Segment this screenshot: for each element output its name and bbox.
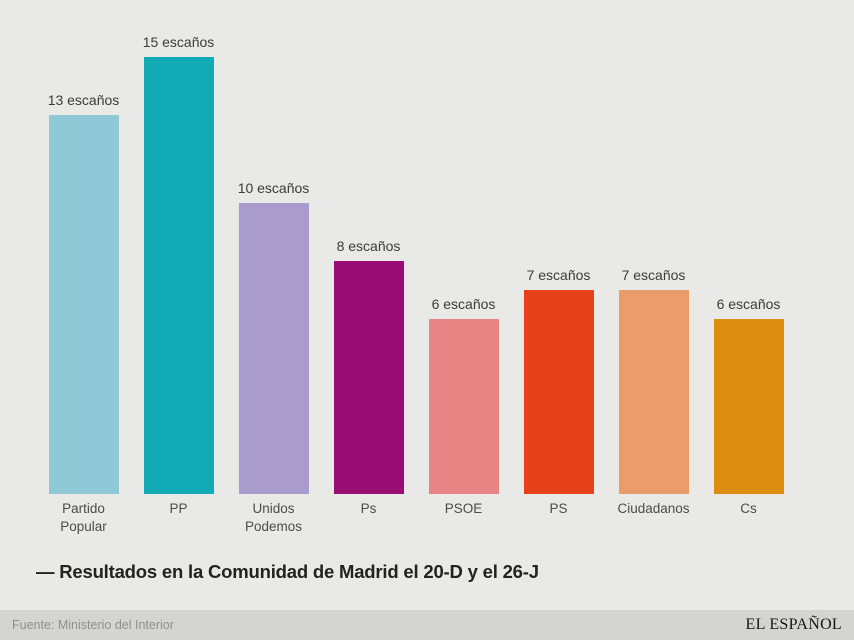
bar-column: 15 escaños <box>131 34 226 494</box>
bar-column: 8 escaños <box>321 34 416 494</box>
category-label: Partido Popular <box>60 501 107 534</box>
category-label: Ciudadanos <box>617 501 690 516</box>
bar-column: 13 escaños <box>36 34 131 494</box>
bar <box>618 290 689 494</box>
category-label: PS <box>549 501 568 516</box>
bar-column: 6 escaños <box>416 34 511 494</box>
brand-logo: EL ESPAÑOL <box>745 616 842 633</box>
value-label: 7 escaños <box>621 267 686 284</box>
bar <box>333 260 404 494</box>
value-label: 6 escaños <box>431 296 496 313</box>
bar <box>143 57 214 494</box>
source-text: Fuente: Ministerio del Interior <box>12 618 174 632</box>
chart-title: — Resultados en la Comunidad de Madrid e… <box>36 561 539 582</box>
bar-chart: 13 escaños 15 escaños 10 escaños 8 escaños 6… <box>36 34 796 494</box>
footer-bar: Fuente: Ministerio del Interior EL ESPAÑ… <box>0 610 854 640</box>
value-label: 6 escaños <box>716 296 781 313</box>
bar-column: 6 escaños <box>701 34 796 494</box>
bar-column: 7 escaños <box>511 34 606 494</box>
bar-column: 10 escaños <box>226 34 321 494</box>
value-label: 10 escaños <box>237 179 310 196</box>
bar <box>238 202 309 494</box>
category-axis: Partido Popular PP Unidos Podemos Ps PSOE PS C… <box>36 500 796 535</box>
category-label: Ps <box>360 501 377 516</box>
value-label: 13 escaños <box>47 92 120 109</box>
value-label: 15 escaños <box>142 34 215 50</box>
value-label: 8 escaños <box>336 237 401 254</box>
bar <box>48 115 119 494</box>
bar <box>523 290 594 494</box>
bar <box>428 319 499 494</box>
bar <box>713 319 784 494</box>
category-label: Cs <box>740 501 757 516</box>
category-label: PP <box>169 501 188 516</box>
value-label: 7 escaños <box>526 267 591 284</box>
bar-column: 7 escaños <box>606 34 701 494</box>
category-label: PSOE <box>444 501 483 516</box>
category-label: Unidos Podemos <box>244 501 303 534</box>
